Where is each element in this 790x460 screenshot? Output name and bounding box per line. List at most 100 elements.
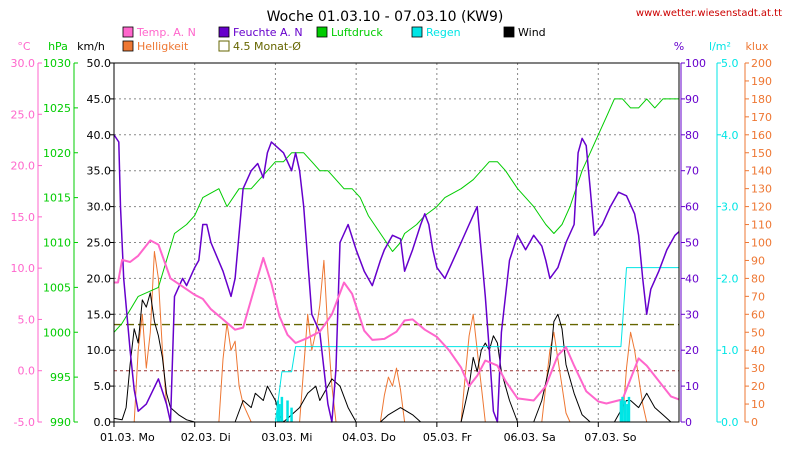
axis-unit-wind: km/h (77, 40, 105, 53)
x-tick-label: 01.03. Mo (100, 431, 155, 444)
legend-label: Luftdruck (331, 26, 383, 39)
tick-label-light: 40 (751, 344, 765, 357)
x-tick-label: 07.03. So (584, 431, 636, 444)
series-line-luftdruck (113, 98, 679, 333)
tick-label-wind: 0.0 (94, 416, 112, 429)
legend-label: Regen (426, 26, 461, 39)
tick-label-light: 170 (751, 111, 772, 124)
tick-label-temp: 25.0 (11, 108, 36, 121)
tick-label-light: 10 (751, 398, 765, 411)
series-line-temp-a-n (114, 239, 680, 405)
tick-label-rain: 0.0 (721, 416, 739, 429)
legend-label: Feuchte A. N (233, 26, 303, 39)
axis-unit-humidity: % (674, 40, 684, 53)
legend-swatch (316, 26, 328, 38)
legend-label: Temp. A. N (136, 26, 196, 39)
legend-swatch (411, 26, 423, 38)
tick-label-rain: 4.0 (721, 129, 739, 142)
tick-label-light: 110 (751, 219, 772, 232)
tick-label-pressure: 1000 (43, 326, 71, 339)
series-line-wind (113, 292, 679, 423)
tick-label-pressure: 1015 (43, 192, 71, 205)
x-tick-label: 06.03. Sa (504, 431, 556, 444)
x-tick-label: 05.03. Fr (423, 431, 472, 444)
tick-label-temp: 15.0 (11, 211, 36, 224)
tick-label-rain: 5.0 (721, 57, 739, 70)
axis-units: °C hPa km/h% l/m² klux (17, 40, 769, 53)
tick-label-pressure: 995 (50, 371, 71, 384)
legend-label: Helligkeit (137, 40, 189, 53)
tick-label-humidity: 10 (685, 380, 699, 393)
tick-label-temp: 30.0 (11, 57, 36, 70)
tick-label-light: 80 (751, 272, 765, 285)
tick-label-wind: 5.0 (94, 380, 112, 393)
tick-label-humidity: 0 (685, 416, 692, 429)
tick-label-pressure: 1025 (43, 102, 71, 115)
tick-label-humidity: 40 (685, 272, 699, 285)
tick-label-rain: 1.0 (721, 344, 739, 357)
tick-label-humidity: 100 (685, 57, 706, 70)
tick-label-light: 150 (751, 147, 772, 160)
axis-unit-temp: °C (17, 40, 31, 53)
tick-label-wind: 10.0 (87, 344, 112, 357)
legend-swatch (122, 26, 134, 38)
tick-label-temp: 10.0 (11, 262, 36, 275)
tick-label-humidity: 50 (685, 237, 699, 250)
tick-label-pressure: 990 (50, 416, 71, 429)
legend-label: Wind (518, 26, 546, 39)
series-line-regen (114, 267, 679, 423)
legend-label: 4.5 Monat-Ø (233, 40, 301, 53)
tick-label-rain: 3.0 (721, 201, 739, 214)
tick-label-wind: 50.0 (87, 57, 112, 70)
tick-label-light: 30 (751, 362, 765, 375)
tick-label-humidity: 90 (685, 93, 699, 106)
x-tick-label: 02.03. Di (181, 431, 231, 444)
tick-label-pressure: 1005 (43, 281, 71, 294)
tick-label-light: 160 (751, 129, 772, 142)
legend-swatch (503, 26, 515, 38)
tick-label-wind: 15.0 (87, 308, 112, 321)
tick-label-wind: 40.0 (87, 129, 112, 142)
tick-label-light: 70 (751, 290, 765, 303)
tick-label-light: 50 (751, 326, 765, 339)
tick-label-pressure: 1020 (43, 147, 71, 160)
tick-label-light: 130 (751, 183, 772, 196)
axis-unit-light: klux (746, 40, 769, 53)
axis-unit-pressure: hPa (48, 40, 68, 53)
axis-unit-rain: l/m² (709, 40, 731, 53)
tick-label-humidity: 80 (685, 129, 699, 142)
tick-label-wind: 30.0 (87, 201, 112, 214)
tick-label-light: 90 (751, 254, 765, 267)
website-link[interactable]: www.wetter.wiesenstadt.at.tt (636, 8, 782, 19)
tick-label-light: 100 (751, 237, 772, 250)
tick-label-light: 20 (751, 380, 765, 393)
tick-label-light: 180 (751, 93, 772, 106)
tick-label-temp: -5.0 (14, 416, 35, 429)
x-tick-label: 04.03. Do (342, 431, 396, 444)
tick-label-light: 190 (751, 75, 772, 88)
axes: 30.025.020.015.010.05.00.0-5.01030102510… (11, 57, 773, 444)
tick-label-pressure: 1030 (43, 57, 71, 70)
tick-label-light: 0 (751, 416, 758, 429)
tick-label-temp: 5.0 (18, 313, 36, 326)
tick-label-wind: 25.0 (87, 237, 112, 250)
tick-label-humidity: 70 (685, 165, 699, 178)
tick-label-wind: 20.0 (87, 272, 112, 285)
tick-label-humidity: 20 (685, 344, 699, 357)
tick-label-light: 120 (751, 201, 772, 214)
legend-swatch (122, 40, 134, 52)
series-line-feuchte-a-n (113, 134, 680, 423)
tick-label-temp: 20.0 (11, 160, 36, 173)
tick-label-temp: 0.0 (18, 365, 36, 378)
tick-label-light: 60 (751, 308, 765, 321)
tick-label-humidity: 30 (685, 308, 699, 321)
tick-label-wind: 35.0 (87, 165, 112, 178)
tick-label-humidity: 60 (685, 201, 699, 214)
legend-swatch (218, 40, 230, 52)
tick-label-wind: 45.0 (87, 93, 112, 106)
tick-label-light: 140 (751, 165, 772, 178)
x-tick-label: 03.03. Mi (261, 431, 312, 444)
legend-swatch (218, 26, 230, 38)
tick-label-rain: 2.0 (721, 272, 739, 285)
